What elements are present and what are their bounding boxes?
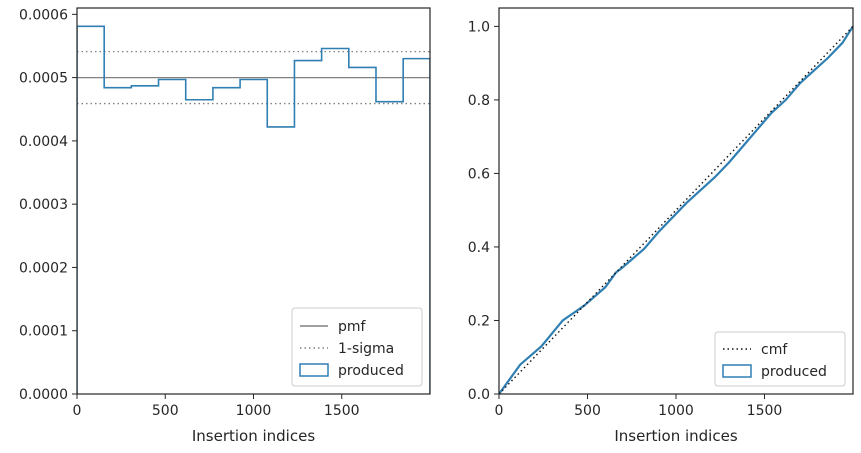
left-x-tick-label: 500 — [152, 403, 179, 419]
right-x-tick-label: 0 — [495, 403, 504, 419]
legend-produced-swatch — [722, 364, 752, 378]
legend-cmf-label: cmf — [761, 342, 788, 358]
right-x-tick-label: 1500 — [747, 403, 783, 419]
left-chart-panel: 0 500 1000 1500 0.0000 0.0001 0.0002 0.0003 0.00… — [19, 7, 431, 445]
left-y-tick-label: 0.0003 — [19, 197, 68, 213]
right-x-tick-label: 1000 — [658, 403, 694, 419]
left-legend: pmf 1-sigma produced — [291, 307, 423, 387]
left-y-tick-label: 0.0004 — [19, 134, 68, 150]
left-x-axis-label: Insertion indices — [192, 427, 315, 445]
left-y-tick-label: 0.0006 — [19, 7, 68, 23]
left-y-tick-label: 0.0005 — [19, 71, 68, 87]
right-y-tick-label: 0.2 — [468, 313, 490, 329]
right-chart-panel: 0 500 1000 1500 0.0 0.2 0.4 0.6 0.8 1.0 Insertion… — [468, 7, 854, 445]
legend-produced-label: produced — [761, 364, 827, 380]
right-legend: cmf produced — [714, 331, 846, 387]
legend-pmf-label: pmf — [338, 319, 367, 335]
left-x-tick-label: 1000 — [236, 403, 272, 419]
right-legend-box — [714, 331, 846, 387]
right-y-tick-label: 1.0 — [468, 19, 490, 35]
left-y-tick-label: 0.0002 — [19, 260, 68, 276]
right-y-tick-label: 0.0 — [468, 387, 490, 403]
series-produced-step — [77, 25, 430, 394]
left-x-tick-label: 0 — [73, 403, 82, 419]
left-x-tick-label: 1500 — [324, 403, 360, 419]
legend-produced-label: produced — [338, 363, 404, 379]
left-y-tick-label: 0.0000 — [19, 387, 68, 403]
right-y-tick-label: 0.6 — [468, 166, 490, 182]
left-y-tick-label: 0.0001 — [19, 324, 68, 340]
right-y-tick-label: 0.4 — [468, 240, 490, 256]
legend-produced-swatch — [299, 363, 329, 377]
right-x-axis-label: Insertion indices — [614, 427, 737, 445]
legend-1-sigma-label: 1-sigma — [338, 341, 394, 357]
right-x-tick-label: 500 — [574, 403, 601, 419]
left-legend-box — [291, 307, 423, 387]
series-produced-line — [499, 25, 853, 394]
right-y-tick-label: 0.8 — [468, 93, 490, 109]
